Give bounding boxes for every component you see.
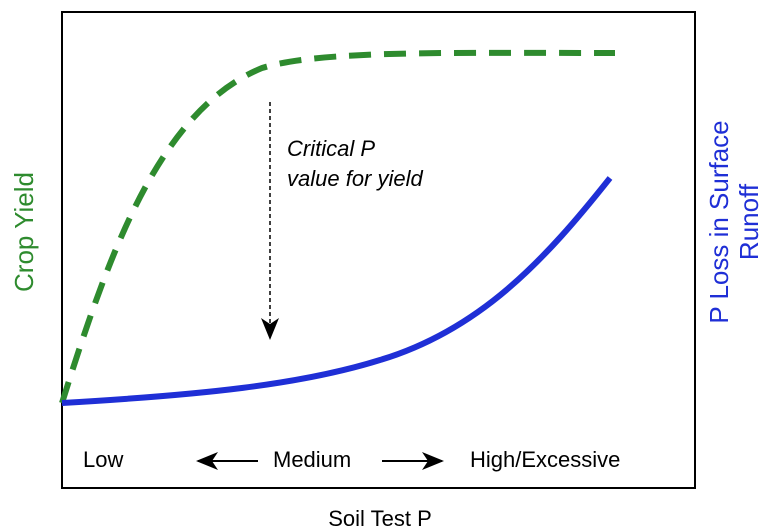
annotation-line: value for yield — [287, 166, 424, 191]
x-axis-label: Soil Test P — [328, 506, 432, 531]
level-label: Medium — [273, 447, 351, 472]
right-axis-label: Runoff — [734, 183, 764, 260]
right-axis-label: P Loss in Surface — [704, 120, 734, 323]
annotation-line: Critical P — [287, 136, 375, 161]
plot-frame — [61, 11, 696, 489]
crop-yield-curve — [59, 49, 616, 404]
level-label: Low — [83, 447, 123, 472]
p-loss-curve — [61, 176, 613, 406]
level-label: High/Excessive — [470, 447, 620, 472]
left-axis-label: Crop Yield — [9, 172, 39, 292]
